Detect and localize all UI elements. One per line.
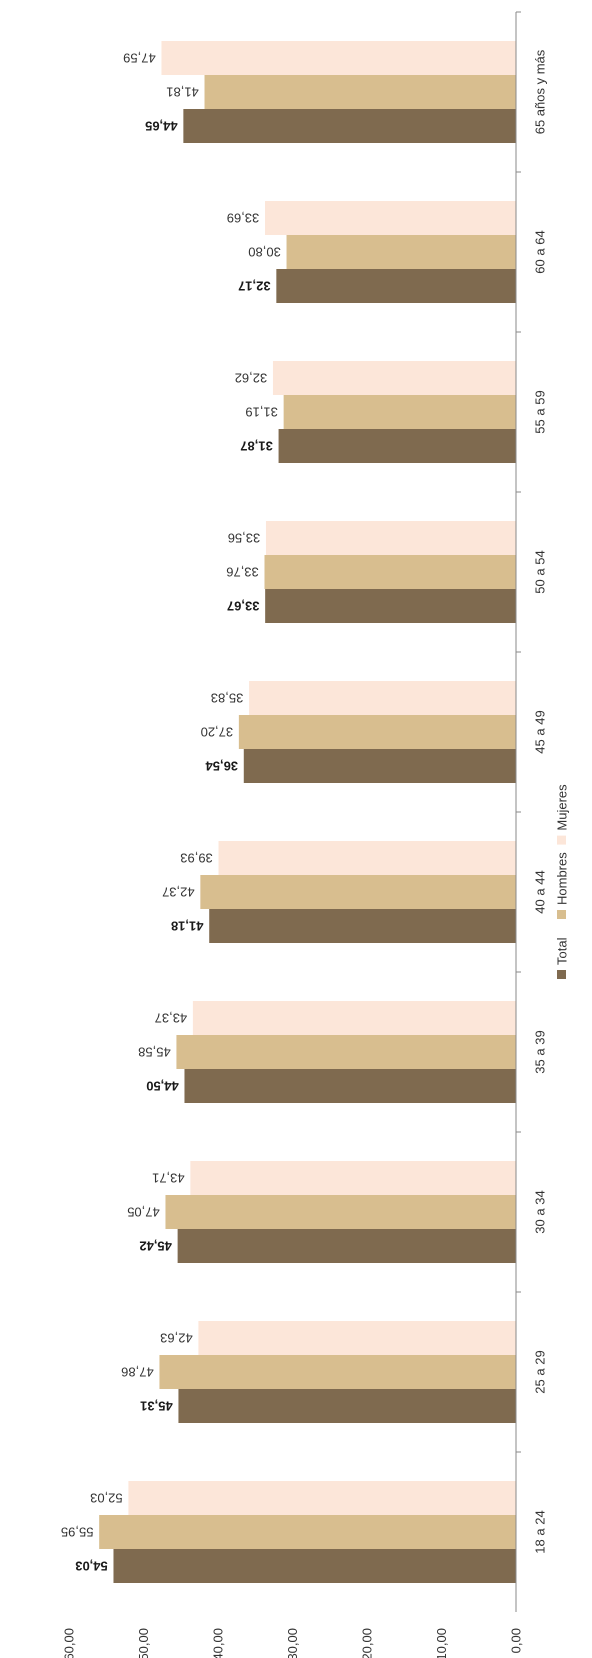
data-label-mujeres-1: 42,63 (160, 1331, 193, 1346)
bar-total-3 (184, 1069, 516, 1103)
category-tick-label-0: 18 a 24 (533, 1510, 548, 1553)
data-label-hombres-2: 47,05 (127, 1205, 160, 1220)
legend-label-hombres: Hombres (555, 852, 570, 905)
data-label-total-8: 32,17 (238, 279, 271, 294)
data-label-mujeres-4: 39,93 (180, 851, 213, 866)
value-tick-label-3: 30,00 (285, 1628, 300, 1658)
value-tick-label-1: 10,00 (434, 1628, 449, 1658)
bar-total-7 (278, 429, 516, 463)
data-label-mujeres-5: 35,83 (211, 691, 244, 706)
bar-mujeres-5 (249, 681, 516, 715)
bar-hombres-0 (99, 1515, 517, 1549)
legend-label-mujeres: Mujeres (555, 784, 570, 831)
legend: Total Hombres Mujeres (555, 784, 570, 979)
bars-layer (99, 41, 517, 1583)
data-label-hombres-0: 55,95 (61, 1525, 94, 1540)
data-label-hombres-1: 47,86 (121, 1365, 154, 1380)
data-label-total-6: 33,67 (227, 599, 260, 614)
data-label-mujeres-7: 32,62 (235, 371, 268, 386)
legend-swatch-hombres (557, 910, 566, 919)
category-tick-label-6: 50 a 54 (533, 550, 548, 593)
data-label-mujeres-3: 43,37 (155, 1011, 188, 1026)
bar-total-1 (178, 1389, 517, 1423)
value-tick-label-5: 50,00 (136, 1628, 151, 1658)
bar-hombres-5 (238, 715, 517, 749)
bar-total-0 (113, 1549, 516, 1583)
category-tick-label-3: 35 a 39 (533, 1030, 548, 1073)
bar-hombres-4 (200, 875, 516, 909)
data-label-total-5: 36,54 (205, 759, 238, 774)
legend-label-total: Total (555, 937, 570, 965)
data-label-mujeres-6: 33,56 (228, 531, 261, 546)
data-label-total-2: 45,42 (139, 1239, 172, 1254)
bar-hombres-3 (176, 1035, 516, 1069)
category-tick-label-1: 25 a 29 (533, 1350, 548, 1393)
data-label-mujeres-0: 52,03 (90, 1491, 123, 1506)
data-label-mujeres-2: 43,71 (152, 1171, 185, 1186)
category-tick-label-5: 45 a 49 (533, 710, 548, 753)
legend-swatch-mujeres (557, 835, 566, 845)
bar-hombres-7 (283, 395, 516, 429)
bar-total-4 (209, 909, 517, 943)
category-tick-label-9: 65 años y más (533, 49, 548, 134)
data-label-mujeres-9: 47,59 (123, 51, 156, 66)
value-tick-label-6: 60,00 (62, 1628, 77, 1658)
category-tick-label-7: 55 a 59 (533, 390, 548, 433)
value-tick-label-4: 40,00 (211, 1628, 226, 1658)
bar-hombres-8 (286, 235, 516, 269)
bar-total-6 (265, 589, 516, 623)
data-label-total-9: 44,65 (145, 119, 178, 134)
bar-mujeres-9 (161, 41, 516, 75)
value-axis: 0,00 10,00 20,00 30,00 40,00 50,00 60,00 (62, 1628, 524, 1658)
data-label-hombres-5: 37,20 (201, 725, 234, 740)
data-label-hombres-3: 45,58 (138, 1045, 171, 1060)
data-label-total-0: 54,03 (75, 1559, 108, 1574)
data-label-hombres-9: 41,81 (166, 85, 199, 100)
category-tick-label-8: 60 a 64 (533, 230, 548, 273)
category-tick-label-2: 30 a 34 (533, 1190, 548, 1233)
bar-total-5 (243, 749, 517, 783)
bar-hombres-1 (159, 1355, 516, 1389)
data-label-hombres-7: 31,19 (245, 405, 278, 420)
bar-mujeres-3 (192, 1001, 516, 1035)
data-label-total-7: 31,87 (240, 439, 273, 454)
category-tick-label-4: 40 a 44 (533, 870, 548, 913)
bar-hombres-6 (264, 555, 516, 589)
data-labels-layer: 54,03 55,95 52,03 45,31 47,86 42,63 45,42 47,05… (61, 51, 281, 1574)
data-label-hombres-6: 33,76 (226, 565, 259, 580)
bar-mujeres-2 (190, 1161, 516, 1195)
bar-mujeres-8 (265, 201, 516, 235)
data-label-hombres-4: 42,37 (162, 885, 195, 900)
data-label-total-4: 41,18 (171, 919, 204, 934)
data-label-total-3: 44,50 (146, 1079, 179, 1094)
data-label-total-1: 45,31 (140, 1399, 173, 1414)
bar-total-9 (183, 109, 517, 143)
bar-total-2 (177, 1229, 516, 1263)
bar-mujeres-0 (128, 1481, 516, 1515)
bar-hombres-2 (165, 1195, 517, 1229)
bar-mujeres-7 (272, 361, 516, 395)
bar-mujeres-4 (218, 841, 517, 875)
value-tick-label-0: 0,00 (509, 1628, 524, 1653)
legend-swatch-total (557, 970, 566, 979)
bar-mujeres-1 (198, 1321, 516, 1355)
value-tick-label-2: 20,00 (360, 1628, 375, 1658)
data-label-hombres-8: 30,80 (248, 245, 281, 260)
bar-hombres-9 (204, 75, 516, 109)
category-axis-ticks: 18 a 24 25 a 29 30 a 34 35 a 39 40 a 44 45 a … (516, 11, 548, 1554)
data-label-mujeres-8: 33,69 (227, 211, 260, 226)
bar-total-8 (276, 269, 516, 303)
bar-mujeres-6 (265, 521, 516, 555)
